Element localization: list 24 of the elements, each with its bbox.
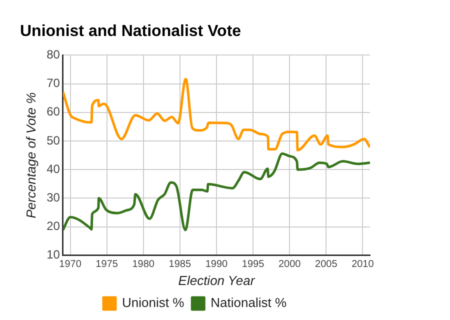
x-tick-label: 2010: [352, 259, 374, 270]
x-tick-label: 1995: [242, 259, 265, 270]
y-tick-label: 80: [46, 48, 60, 62]
y-tick-label: 40: [46, 162, 60, 176]
x-tick-label: 1990: [205, 259, 228, 270]
y-tick-label: 10: [46, 248, 60, 262]
y-tick-label: 60: [46, 104, 60, 119]
x-tick-label: 1980: [132, 259, 155, 270]
x-tick-label: 1970: [59, 259, 82, 270]
y-axis-title: Percentage of Vote %: [23, 92, 38, 218]
x-tick-label: 1975: [96, 259, 118, 270]
legend-label: Nationalist %: [210, 295, 287, 310]
x-tick-label: 2000: [278, 259, 302, 270]
chart-title: Unionist and Nationalist Vote: [20, 23, 242, 40]
x-tick-label: 2005: [315, 259, 338, 270]
y-tick-label: 50: [46, 133, 60, 148]
y-tick-label: 70: [46, 76, 60, 90]
x-tick-label: 1985: [168, 259, 192, 270]
y-tick-label: 20: [46, 219, 60, 234]
x-axis-title: Election Year: [178, 272, 256, 288]
line-series: [62, 78, 370, 152]
y-tick-label: 30: [46, 190, 60, 205]
legend-label: Unionist %: [122, 295, 185, 310]
line-series: [62, 152, 370, 232]
